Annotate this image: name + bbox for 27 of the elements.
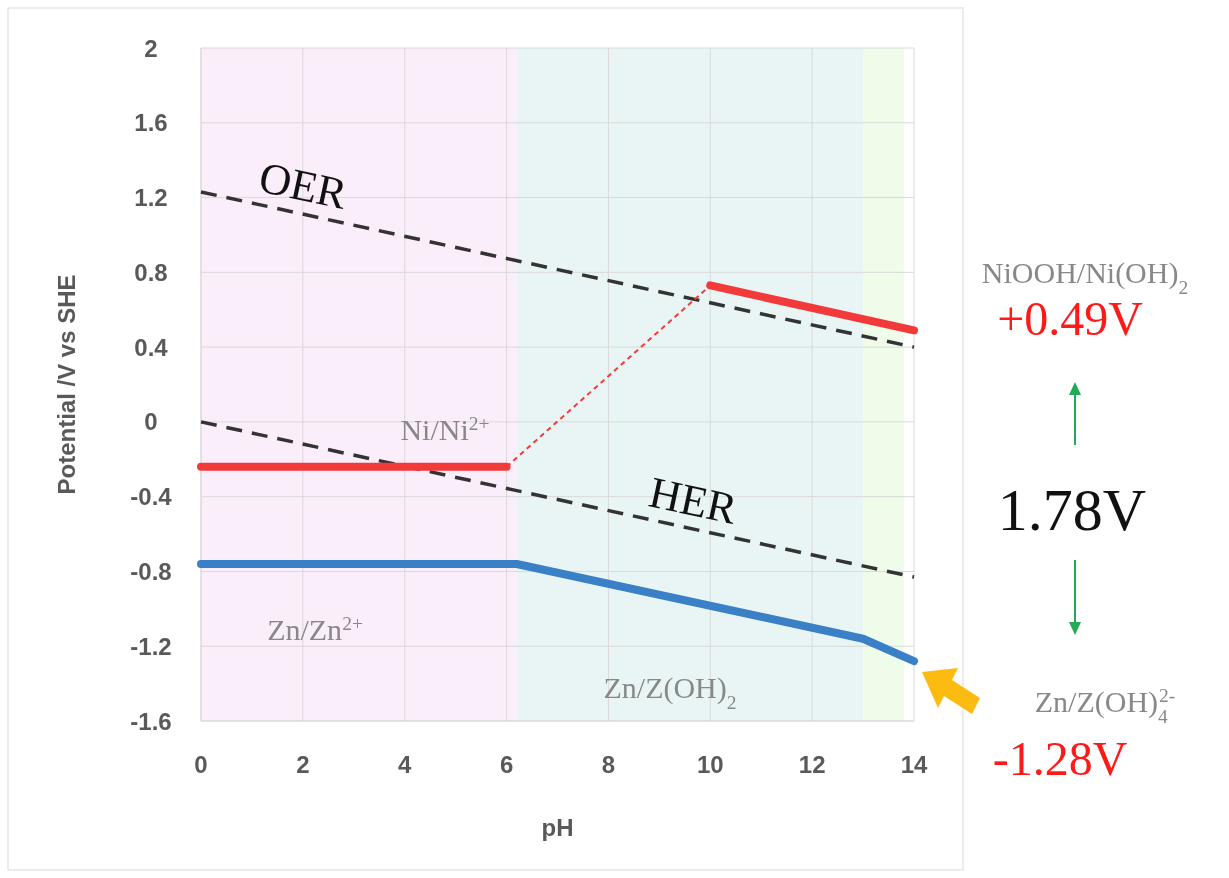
y-tick-label: 0	[144, 408, 158, 436]
x-tick-label: 10	[696, 751, 724, 778]
x-tick-label: 6	[499, 751, 514, 778]
x-tick-label: 4	[398, 751, 413, 778]
x-tick-label: 14	[900, 751, 928, 778]
y-axis-title: Potential /V vs SHE	[53, 274, 80, 495]
y-tick-label: 2	[144, 34, 158, 62]
text: -1.28V	[992, 732, 1128, 785]
annotation: Zn/Zn$^{2+}$	[267, 612, 363, 646]
y-tick-label: -1.2	[130, 632, 172, 660]
x-tick-label: 0	[194, 751, 208, 778]
y-tick-label: 0.4	[134, 333, 169, 361]
y-tick-label: 1.2	[134, 184, 168, 212]
y-tick-label: -0.4	[130, 483, 173, 511]
text: 1.78V	[997, 477, 1147, 543]
y-tick-label: 1.6	[134, 109, 168, 137]
annotation: OER	[254, 152, 352, 220]
x-axis-title: pH	[541, 814, 574, 841]
x-tick-label: 8	[601, 751, 616, 778]
x-tick-label: 12	[798, 751, 826, 778]
y-tick-label: -1.6	[130, 707, 172, 735]
x-tick-label: 2	[296, 751, 310, 778]
y-tick-label: -0.8	[130, 557, 172, 585]
annotation: Ni/Ni$^{2+}$	[400, 412, 490, 446]
annotation: Zn/Z(OH)$_{2}$	[603, 671, 737, 713]
annotation: HER	[644, 467, 742, 535]
y-tick-label: 0.8	[134, 258, 168, 286]
